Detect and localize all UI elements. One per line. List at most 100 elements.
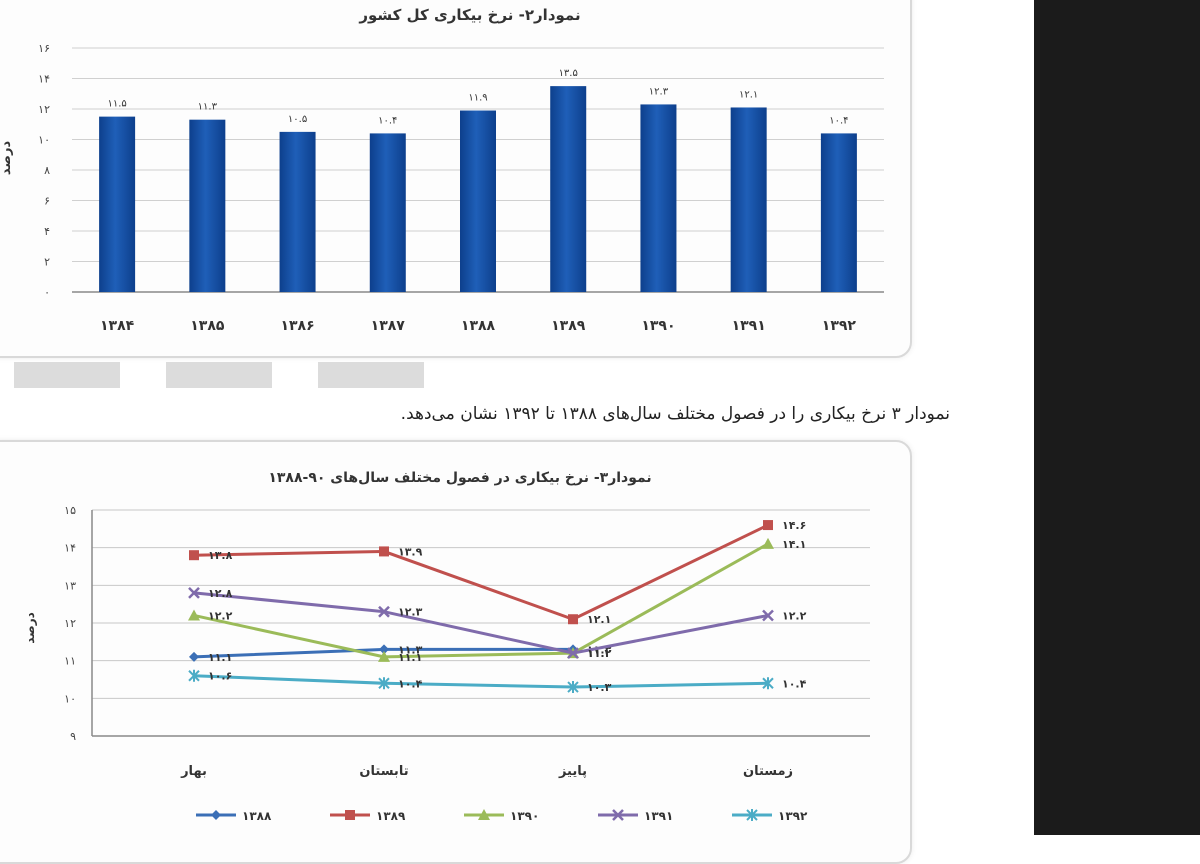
data-point xyxy=(763,520,773,531)
data-point xyxy=(379,644,389,655)
y-tick-label: ۱۴ xyxy=(64,542,76,555)
line-chart-panel xyxy=(0,440,912,864)
data-point xyxy=(189,550,199,561)
bar-value-label: ۱۲.۱ xyxy=(739,89,758,100)
bar-chart: نمودار۲- نرخ بیکاری کل کشور ۰ ۲ ۴ ۶ ۸ ۱۰ ۱۲ ۱۴ ۱۶… xyxy=(0,6,884,334)
bar-value-label: ۱۲.۳ xyxy=(649,86,669,97)
legend-label: ۱۳۸۸ xyxy=(242,809,272,823)
data-point xyxy=(378,677,390,690)
y-tick-label: ۶ xyxy=(44,195,50,208)
y-tick-label: ۱۰ xyxy=(38,134,50,147)
bar xyxy=(279,131,316,292)
data-label: ۱۱.۱ xyxy=(208,651,232,664)
y-tick-label: ۱۳ xyxy=(64,579,76,592)
data-point xyxy=(762,609,774,622)
bar-value-label: ۱۰.۴ xyxy=(378,115,397,126)
y-tick-label: ۰ xyxy=(44,286,50,299)
data-point xyxy=(378,650,390,662)
decorative-stripe xyxy=(166,362,272,388)
x-tick-label: ۱۳۹۱ xyxy=(732,318,766,334)
x-tick-label: ۱۳۸۴ xyxy=(100,318,135,334)
data-label: ۱۲.۳ xyxy=(398,606,423,619)
line-chart: نمودار۳- نرخ بیکاری در فصول مختلف سال‌ها… xyxy=(23,470,870,823)
series-line xyxy=(193,523,769,621)
data-point xyxy=(762,677,774,690)
y-tick-label: ۱۲ xyxy=(38,103,50,116)
data-point xyxy=(612,809,624,821)
data-point xyxy=(188,669,200,682)
y-tick-label: ۱۱ xyxy=(64,655,76,668)
bar xyxy=(820,133,857,292)
data-label: ۱۰.۴ xyxy=(398,677,423,690)
bar-value-label: ۱۳.۵ xyxy=(559,68,578,79)
data-point xyxy=(567,681,579,694)
y-tick-label: ۲ xyxy=(44,256,50,269)
data-label: ۱۰.۶ xyxy=(208,670,232,683)
data-point xyxy=(379,546,389,557)
chart-title: نمودار۲- نرخ بیکاری کل کشور xyxy=(358,6,580,24)
decorative-stripe xyxy=(14,362,120,388)
bar xyxy=(189,119,226,292)
x-tick-label: ۱۳۸۹ xyxy=(551,318,586,334)
y-tick-label: ۱۰ xyxy=(64,692,76,705)
x-tick-label: پاییز xyxy=(558,764,587,779)
bar-value-label: ۱۰.۴ xyxy=(829,115,848,126)
decorative-stripe xyxy=(318,362,424,388)
chart-title: نمودار۳- نرخ بیکاری در فصول مختلف سال‌ها… xyxy=(268,470,651,486)
data-label: ۱۰.۴ xyxy=(782,677,807,690)
data-point xyxy=(345,810,355,820)
data-point xyxy=(211,810,221,820)
data-point xyxy=(378,605,390,618)
y-tick-label: ۱۲ xyxy=(64,617,76,630)
data-label: ۱۱.۱ xyxy=(398,651,422,664)
y-tick-label: ۸ xyxy=(44,164,50,177)
data-label: ۱۴.۱ xyxy=(782,538,806,551)
data-point xyxy=(568,614,578,625)
data-label: ۱۲.۸ xyxy=(208,587,233,600)
data-label: ۱۱.۳ xyxy=(398,643,423,656)
x-tick-label: تابستان xyxy=(359,764,408,779)
dark-side-bar xyxy=(1034,0,1200,835)
x-tick-label: ۱۳۸۵ xyxy=(190,318,225,334)
data-label: ۱۳.۸ xyxy=(208,549,233,562)
x-tick-label: ۱۳۹۰ xyxy=(641,318,675,334)
bar-value-label: ۱۱.۵ xyxy=(107,99,126,110)
series-line xyxy=(193,674,769,689)
legend-label: ۱۳۸۹ xyxy=(376,809,406,823)
data-point xyxy=(478,809,490,820)
data-point xyxy=(746,809,758,821)
data-label: ۱۲.۲ xyxy=(782,609,807,622)
data-label: ۱۱.۲ xyxy=(587,647,612,660)
data-point xyxy=(762,537,774,549)
x-tick-label: ۱۳۸۶ xyxy=(280,318,314,334)
bar xyxy=(730,107,767,292)
data-label: ۱۰.۳ xyxy=(587,681,612,694)
bar xyxy=(369,133,406,292)
caption-text: نمودار ۳ نرخ بیکاری را در فصول مختلف سال… xyxy=(400,404,950,424)
data-point xyxy=(567,647,579,660)
x-tick-label: زمستان xyxy=(743,764,793,779)
x-tick-label: بهار xyxy=(180,764,207,779)
bar-value-label: ۱۱.۹ xyxy=(468,93,487,104)
series-line xyxy=(193,542,769,659)
data-label: ۱۴.۶ xyxy=(782,519,806,532)
legend-label: ۱۳۹۱ xyxy=(644,809,673,823)
x-tick-label: ۱۳۸۷ xyxy=(371,318,406,334)
y-tick-label: ۴ xyxy=(44,225,50,238)
y-axis-label: درصد xyxy=(0,141,14,176)
data-point xyxy=(189,651,199,662)
bar xyxy=(550,86,587,292)
y-tick-label: ۱۴ xyxy=(38,73,50,86)
bar xyxy=(640,104,677,292)
legend-label: ۱۳۹۰ xyxy=(510,809,539,823)
data-point xyxy=(188,609,200,621)
x-tick-label: ۱۳۹۲ xyxy=(822,318,857,334)
data-label: ۱۲.۲ xyxy=(208,609,233,622)
x-tick-label: ۱۳۸۸ xyxy=(461,318,496,334)
data-point xyxy=(188,586,200,599)
y-tick-label: ۱۵ xyxy=(64,504,76,517)
y-tick-label: ۱۶ xyxy=(38,42,50,55)
data-label: ۱۳.۹ xyxy=(398,545,423,558)
series-line xyxy=(193,591,769,655)
bar xyxy=(99,116,136,292)
